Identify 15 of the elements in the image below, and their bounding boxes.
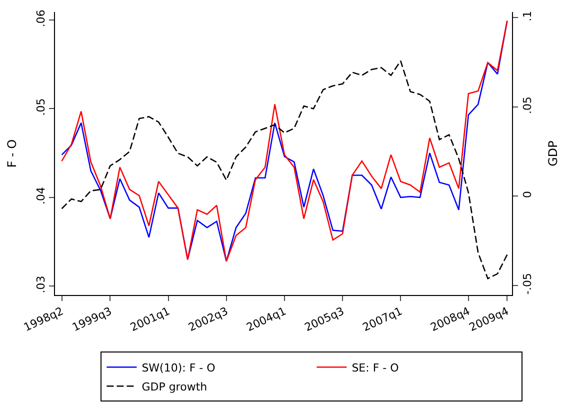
y2-tick-label: 0 bbox=[521, 191, 534, 198]
y2-axis-title: GDP bbox=[546, 140, 560, 166]
line-series bbox=[61, 60, 508, 280]
y2-tick-label: .1 bbox=[521, 10, 534, 22]
y-tick-label: .06 bbox=[34, 10, 48, 28]
y2-tick-label: -.05 bbox=[521, 272, 534, 294]
legend-label: SE: F - O bbox=[352, 361, 400, 374]
y-tick-label: .03 bbox=[34, 276, 48, 294]
y2-tick-label: .05 bbox=[521, 96, 534, 114]
y-axis-title: F - O bbox=[4, 139, 19, 168]
y-tick-label: .05 bbox=[34, 98, 48, 116]
legend-label: GDP growth bbox=[142, 380, 208, 394]
line-series bbox=[61, 20, 508, 262]
legend-label: SW(10): F - O bbox=[142, 361, 216, 374]
y-tick-label: .04 bbox=[34, 187, 48, 205]
